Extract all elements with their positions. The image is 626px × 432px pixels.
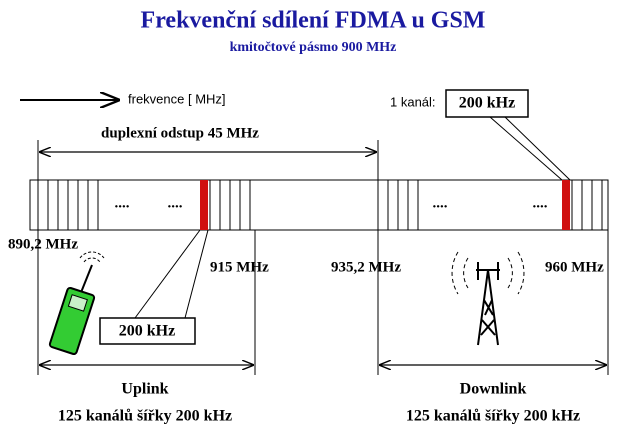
title: Frekvenční sdílení FDMA u GSM [141,8,486,34]
pointer [490,117,562,180]
duplex-label: duplexní odstup 45 MHz [101,125,259,141]
freq-label: 935,2 MHz [331,259,401,275]
downlink-channels: 125 kanálů šířky 200 kHz [406,408,580,425]
phone-icon [49,252,104,355]
uplink-label: Uplink [121,381,168,398]
downlink-label: Downlink [460,381,527,398]
freq-label: 915 MHz [210,259,269,275]
freq-label: 890,2 MHz [8,236,78,252]
pointer [135,230,200,318]
dots: .... [168,195,183,211]
channel-label: 1 kanál: [390,94,436,109]
diagram: Frekvenční sdílení FDMA u GSM kmitočtové… [0,0,626,432]
pointer [505,117,570,180]
channel-width: 200 kHz [119,323,175,340]
channel-width: 200 kHz [459,95,515,112]
uplink-channels: 125 kanálů šířky 200 kHz [58,408,232,425]
pointer [185,230,208,318]
subtitle: kmitočtové pásmo 900 MHz [230,40,397,55]
dots: .... [433,195,448,211]
freq-label: 960 MHz [545,259,604,275]
dots: .... [533,195,548,211]
downlink-channel [562,180,570,230]
arrow-label: frekvence [ MHz] [128,91,226,106]
dots: .... [115,195,130,211]
tower-icon [452,252,524,345]
uplink-channel [200,180,208,230]
